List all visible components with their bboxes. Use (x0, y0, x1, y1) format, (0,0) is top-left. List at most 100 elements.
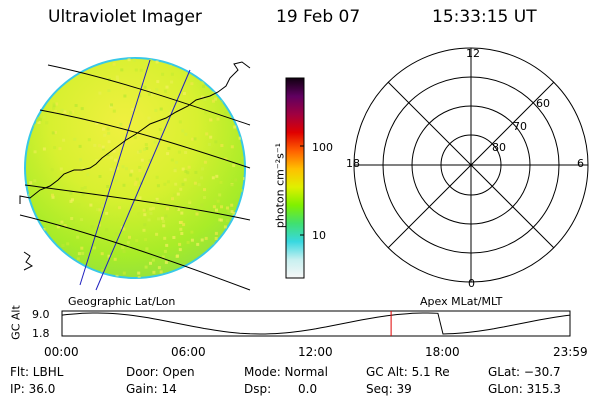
uv-speckle (29, 181, 33, 185)
polar-mlt-0: 0 (468, 277, 475, 290)
uv-speckle (166, 207, 169, 211)
uv-speckle (93, 143, 97, 147)
uv-speckle (219, 93, 223, 97)
uv-speckle (133, 182, 137, 186)
uv-speckle (144, 265, 148, 269)
uv-speckle (197, 183, 201, 187)
uv-speckle (68, 63, 72, 67)
uv-speckle (130, 107, 134, 111)
uv-speckle (162, 224, 166, 228)
uv-speckle (115, 166, 119, 170)
uv-speckle (126, 241, 130, 245)
uv-speckle (184, 200, 188, 204)
uv-speckle (193, 181, 197, 185)
uv-speckle (195, 212, 199, 216)
uv-speckle (52, 104, 56, 108)
uv-speckle (30, 86, 33, 90)
uv-speckle (232, 212, 236, 215)
uv-speckle (216, 87, 220, 91)
uv-speckle (143, 213, 147, 217)
uv-speckle (183, 178, 187, 182)
polar-mlt-18: 18 (346, 157, 360, 170)
uv-speckle (71, 218, 75, 222)
uv-speckle (237, 253, 240, 256)
uv-speckle (80, 107, 84, 111)
uv-speckle (142, 208, 146, 212)
uv-speckle (175, 160, 179, 164)
uv-speckle (233, 74, 237, 77)
uv-speckle (147, 218, 151, 222)
uv-speckle (71, 110, 75, 114)
uv-speckle (202, 85, 205, 88)
uv-speckle (240, 156, 244, 160)
uv-speckle (128, 235, 131, 239)
uv-speckle (70, 217, 74, 220)
uv-speckle (28, 112, 32, 116)
uv-speckle (137, 212, 141, 216)
uv-speckle (227, 209, 231, 213)
uv-speckle (51, 195, 55, 199)
uv-speckle (98, 91, 102, 95)
uv-speckle (180, 273, 183, 277)
uv-speckle (83, 186, 87, 190)
uv-speckle (105, 228, 109, 232)
altitude-curve (61, 312, 571, 335)
uv-speckle (115, 274, 119, 278)
uv-speckle (154, 108, 158, 112)
polar-mlt-12: 12 (466, 47, 480, 60)
status-gain: Gain: 14 (126, 382, 177, 396)
uv-speckle (182, 92, 186, 95)
uv-speckle (178, 120, 182, 124)
geographic-label: Geographic Lat/Lon (68, 295, 176, 308)
uv-speckle (190, 82, 194, 86)
uv-speckle (112, 109, 116, 113)
uv-speckle (155, 232, 159, 236)
uv-speckle (204, 236, 208, 240)
uv-speckle (37, 117, 41, 120)
uv-speckle (106, 127, 110, 131)
uv-speckle (203, 188, 206, 192)
uv-speckle (37, 227, 41, 231)
uv-speckle (69, 64, 73, 68)
uv-speckle (52, 106, 56, 110)
uv-speckle (53, 109, 57, 113)
uv-speckle (105, 211, 109, 215)
uv-speckle (42, 228, 46, 231)
uv-speckle (157, 266, 161, 270)
uv-speckle (127, 58, 131, 62)
uv-speckle (163, 89, 167, 93)
longitude-grid (79, 59, 191, 291)
uv-speckle (151, 206, 155, 210)
uv-speckle (214, 237, 218, 240)
uv-speckle (121, 165, 125, 169)
uv-speckle (152, 270, 156, 274)
uv-speckle (43, 277, 46, 278)
uv-speckle (110, 156, 113, 160)
uv-speckle (186, 268, 190, 272)
uv-speckle (220, 144, 224, 147)
uv-speckle (201, 95, 204, 99)
uv-speckle (76, 235, 80, 239)
uv-speckle (170, 72, 174, 76)
uv-speckle (59, 69, 63, 73)
uv-speckle (39, 255, 43, 259)
uv-speckle (116, 78, 120, 82)
uv-speckle (214, 231, 218, 235)
uv-speckle (79, 158, 82, 162)
uv-speckle (181, 182, 185, 186)
uv-speckle (211, 66, 215, 70)
uv-speckle (140, 158, 144, 162)
uv-speckle (200, 238, 204, 242)
uv-speckle (119, 122, 123, 126)
uv-speckle (98, 144, 102, 148)
uv-speckle (175, 207, 178, 211)
polar-lat-70: 70 (513, 120, 527, 133)
uv-speckle (53, 146, 57, 150)
uv-speckle (30, 107, 34, 111)
uv-speckle (209, 82, 213, 86)
uv-speckle (120, 144, 124, 148)
uv-speckle (94, 58, 98, 62)
uv-speckle (230, 145, 234, 149)
uv-speckle (232, 164, 236, 168)
uv-speckle (176, 208, 180, 211)
